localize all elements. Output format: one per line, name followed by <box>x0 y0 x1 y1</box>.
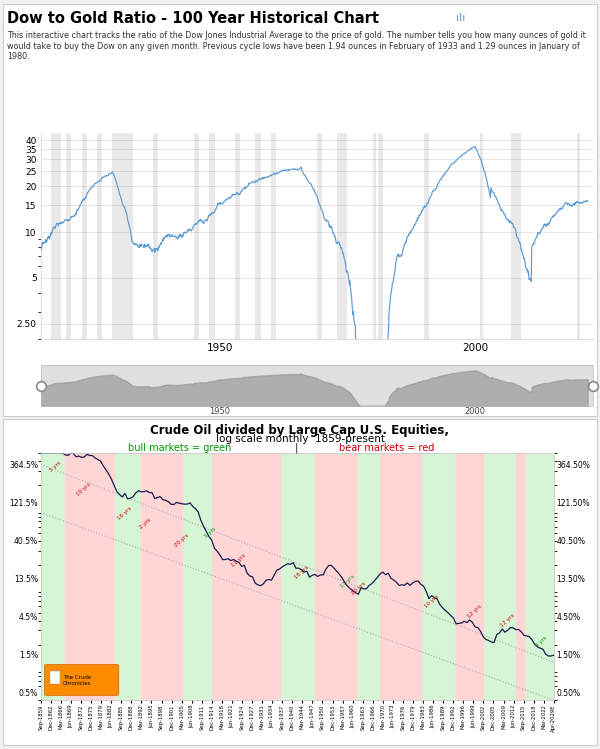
Bar <box>50 670 60 685</box>
Text: 5 yrs: 5 yrs <box>203 526 217 539</box>
Bar <box>421 453 456 700</box>
Bar <box>356 453 380 700</box>
Bar <box>212 453 280 700</box>
Text: 4 yrs: 4 yrs <box>535 635 548 648</box>
Text: 12 yrs: 12 yrs <box>467 604 483 619</box>
Bar <box>577 133 580 339</box>
Text: Dow to Gold Ratio - 100 Year Historical Chart: Dow to Gold Ratio - 100 Year Historical … <box>7 11 379 26</box>
Text: |: | <box>292 443 302 453</box>
Bar <box>67 133 71 339</box>
Bar <box>524 453 557 700</box>
Text: 12 yrs: 12 yrs <box>500 613 515 628</box>
Bar <box>194 133 199 339</box>
Text: bear markets = red: bear markets = red <box>340 443 434 452</box>
Bar <box>516 453 524 700</box>
Bar <box>153 133 158 339</box>
Bar <box>41 453 65 700</box>
Text: 10 yrs: 10 yrs <box>76 482 92 497</box>
Bar <box>456 453 483 700</box>
Text: log scale monthly  1859-present: log scale monthly 1859-present <box>215 434 385 443</box>
Bar <box>373 133 376 339</box>
Text: 11 yrs: 11 yrs <box>340 574 355 589</box>
Text: The Crude
Chronicles: The Crude Chronicles <box>63 675 91 686</box>
Text: 2 yrs: 2 yrs <box>139 517 152 530</box>
Text: macrotrends: macrotrends <box>500 13 562 22</box>
Bar <box>483 453 516 700</box>
Text: 3 yrs: 3 yrs <box>49 461 62 473</box>
Text: 18 yrs: 18 yrs <box>293 565 310 580</box>
Text: 20 yrs: 20 yrs <box>350 581 367 596</box>
Text: 16 yrs: 16 yrs <box>117 506 133 521</box>
Bar <box>317 133 322 339</box>
Bar <box>337 133 347 339</box>
Bar <box>481 133 483 339</box>
Bar <box>209 133 215 339</box>
Text: Crude Oil divided by Large Cap U.S. Equities,: Crude Oil divided by Large Cap U.S. Equi… <box>151 424 449 437</box>
Bar <box>315 453 356 700</box>
Bar <box>280 453 315 700</box>
Bar <box>65 453 114 700</box>
FancyBboxPatch shape <box>44 664 119 695</box>
Text: 20 yrs: 20 yrs <box>174 533 190 548</box>
Bar <box>378 133 383 339</box>
Bar <box>271 133 276 339</box>
Text: 10 yrs: 10 yrs <box>424 594 440 610</box>
Bar <box>380 453 421 700</box>
Bar <box>51 133 61 339</box>
Bar <box>424 133 429 339</box>
Bar <box>97 133 102 339</box>
Bar <box>112 133 133 339</box>
Bar <box>235 133 240 339</box>
Bar <box>511 133 521 339</box>
Text: This interactive chart tracks the ratio of the Dow Jones Industrial Average to t: This interactive chart tracks the ratio … <box>7 31 586 61</box>
Bar <box>182 453 212 700</box>
Text: 11 yrs: 11 yrs <box>231 554 247 568</box>
Bar <box>256 133 260 339</box>
Bar <box>141 453 182 700</box>
Text: ılı: ılı <box>456 13 466 22</box>
Bar <box>82 133 87 339</box>
Bar <box>114 453 141 700</box>
Text: bull markets = green: bull markets = green <box>128 443 232 452</box>
